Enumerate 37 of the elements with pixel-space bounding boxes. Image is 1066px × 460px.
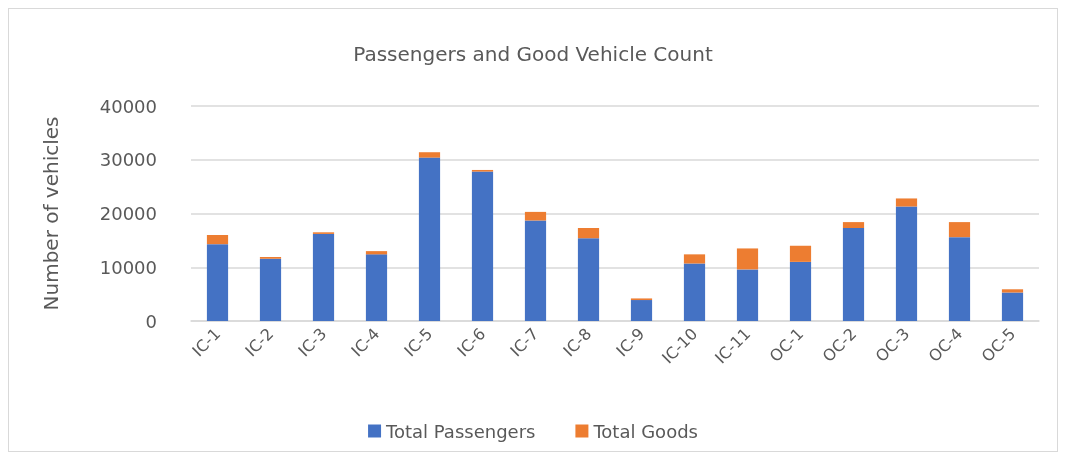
bar	[948, 237, 971, 321]
bar	[895, 198, 918, 207]
bar	[577, 228, 600, 239]
bar	[630, 300, 653, 321]
y-tick-label: 20000	[99, 203, 157, 224]
legend-label: Total Goods	[592, 420, 698, 442]
bar	[259, 258, 282, 321]
bar	[1001, 292, 1024, 321]
bar	[312, 233, 335, 321]
bar	[895, 206, 918, 321]
chart-title: Passengers and Good Vehicle Count	[353, 42, 713, 66]
bar	[524, 211, 547, 221]
bar	[365, 251, 388, 255]
bar	[842, 222, 865, 229]
bar	[524, 220, 547, 321]
y-tick-label: 30000	[99, 149, 157, 171]
bar	[948, 222, 971, 238]
bar	[789, 245, 812, 262]
bar	[577, 238, 600, 321]
bar	[206, 244, 229, 321]
y-tick-label: 0	[145, 310, 157, 332]
bar	[842, 228, 865, 321]
bar	[418, 157, 441, 321]
bar	[683, 263, 706, 321]
y-axis-title: Number of vehicles	[39, 116, 63, 311]
legend-label: Total Passengers	[385, 420, 536, 442]
bar	[418, 152, 441, 158]
bar	[206, 235, 229, 245]
bar	[789, 261, 812, 321]
bar	[365, 254, 388, 321]
y-tick-label: 40000	[99, 95, 157, 117]
bar	[1001, 289, 1024, 293]
bar	[471, 171, 494, 321]
bar	[736, 269, 759, 321]
y-tick-label: 10000	[99, 256, 157, 278]
bar	[683, 254, 706, 264]
bar	[736, 248, 759, 270]
